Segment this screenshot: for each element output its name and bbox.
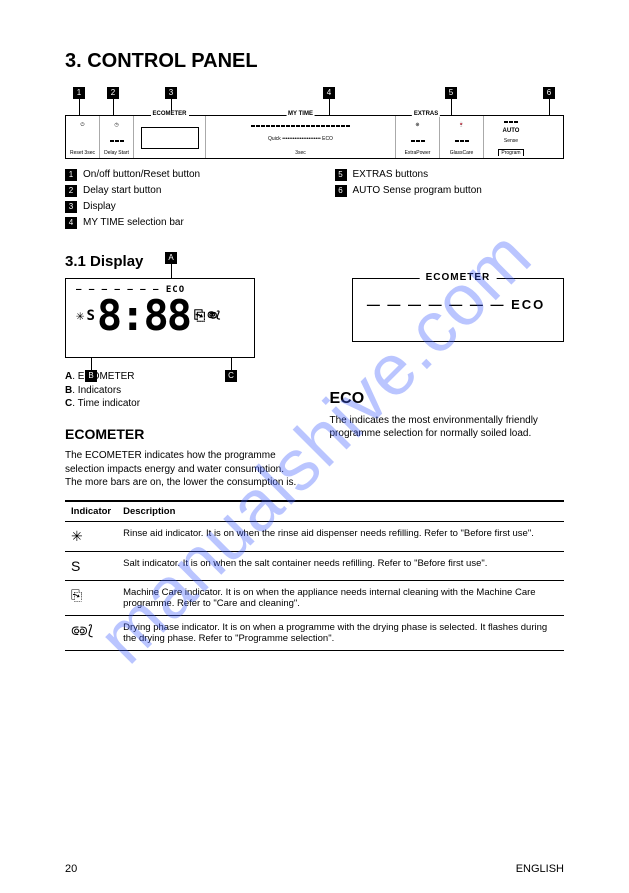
ecometer-figure: ECOMETER — — — — — — — ECO xyxy=(352,278,564,342)
btn-3sec-label: 3sec xyxy=(295,150,306,156)
legend-num: 2 xyxy=(65,185,77,197)
display-callout-C: C xyxy=(225,370,237,382)
table-row: ⎘ Machine Care indicator. It is on when … xyxy=(65,580,564,615)
indicator-machinecare-icon: ⎘ xyxy=(65,580,117,615)
indicator-salt-desc: Salt indicator. It is on when the salt c… xyxy=(117,551,564,580)
mytime-strip: Quick •••••••••••••••••••••• ECO xyxy=(268,136,333,142)
legend-text: EXTRAS buttons xyxy=(353,169,429,180)
legend-text: AUTO Sense program button xyxy=(353,185,482,196)
display-legend: A. ECOMETER B. Indicators C. Time indica… xyxy=(65,370,300,490)
salt-icon: S xyxy=(86,309,92,323)
legend-text: Display xyxy=(83,201,116,212)
th-description: Description xyxy=(117,501,564,522)
machinecare-icon: ⎘ xyxy=(194,309,203,323)
indicator-salt-icon: S xyxy=(65,551,117,580)
legend-num: 4 xyxy=(65,217,77,229)
indicators-table: Indicator Description ✳ Rinse aid indica… xyxy=(65,500,564,651)
display-figure: A – – – – – – – ECO ✳ S 8:88 ⎘ ⟃⟄⟅ B C xyxy=(65,278,272,358)
display-callout-A: A xyxy=(165,252,177,264)
glasscare-icon: 🍷 xyxy=(458,119,464,131)
table-row: S Salt indicator. It is on when the salt… xyxy=(65,551,564,580)
page-number: 20 xyxy=(65,863,77,875)
legend-text: Delay start button xyxy=(83,185,161,196)
subsection-title: 3.1 Display xyxy=(65,253,564,270)
callout-5: 5 xyxy=(445,87,457,99)
callout-1: 1 xyxy=(73,87,85,99)
callout-6: 6 xyxy=(543,87,555,99)
btn-extrapower-label: ExtraPower xyxy=(405,150,431,156)
display-callout-B: B xyxy=(85,370,97,382)
section-title: 3. CONTROL PANEL xyxy=(65,50,564,73)
group-mytime: MY TIME xyxy=(286,111,315,117)
extrapower-icon: ⊕ xyxy=(415,119,419,131)
panel-legend: 1 On/off button/Reset button 2 Delay start… xyxy=(65,169,564,233)
btn-auto-label: AUTO xyxy=(503,128,520,134)
indicator-drying-desc: Drying phase indicator. It is on when a … xyxy=(117,615,564,650)
btn-program-label: Program xyxy=(498,149,523,156)
page: 3. CONTROL PANEL 1 2 3 4 5 6 ⏻ Reset 3se… xyxy=(0,0,629,681)
group-extras: EXTRAS xyxy=(412,111,440,117)
btn-sense-label: Sense xyxy=(504,138,518,144)
legend-num: 6 xyxy=(335,185,347,197)
ecometer-heading: ECOMETER xyxy=(65,425,300,444)
page-footer: 20 ENGLISH xyxy=(0,863,629,875)
indicator-rinse-desc: Rinse aid indicator. It is on when the r… xyxy=(117,521,564,551)
group-ecometer: ECOMETER xyxy=(150,111,188,117)
ecometer-body: The ECOMETER indicates how the programme… xyxy=(65,449,300,490)
legend-num: 5 xyxy=(335,169,347,181)
callout-4: 4 xyxy=(323,87,335,99)
control-panel: ⏻ Reset 3sec ◷ Delay Start ECOMETER MY T… xyxy=(65,115,564,159)
th-indicator: Indicator xyxy=(65,501,117,522)
legend-text: On/off button/Reset button xyxy=(83,169,200,180)
control-panel-figure: 1 2 3 4 5 6 ⏻ Reset 3sec ◷ Delay Start xyxy=(65,87,564,159)
legend-num: 3 xyxy=(65,201,77,213)
ecometer-label: ECOMETER xyxy=(420,272,497,283)
display-time: 8:88 xyxy=(97,295,190,337)
callout-3: 3 xyxy=(165,87,177,99)
btn-reset-label: Reset 3sec xyxy=(70,150,95,156)
drying-icon: ⟃⟄⟅ xyxy=(207,311,219,321)
table-row: ✳ Rinse aid indicator. It is on when the… xyxy=(65,521,564,551)
indicator-rinse-icon: ✳ xyxy=(65,521,117,551)
ecometer-dashes: — — — — — — — ECO xyxy=(367,297,549,312)
legend-text: MY TIME selection bar xyxy=(83,217,184,228)
display-screen-icon xyxy=(141,127,199,149)
power-icon: ⏻ xyxy=(81,119,85,131)
legend-num: 1 xyxy=(65,169,77,181)
callout-2: 2 xyxy=(107,87,119,99)
indicator-drying-icon: ⟃⟄⟅ xyxy=(65,615,117,650)
delay-icon: ◷ xyxy=(114,119,118,131)
btn-delay-label: Delay Start xyxy=(104,150,129,156)
eco-inline-icon: ECO xyxy=(330,390,365,407)
btn-glasscare-label: GlassCare xyxy=(450,150,474,156)
rinse-icon: ✳ xyxy=(76,309,82,323)
indicator-machinecare-desc: Machine Care indicator. It is on when th… xyxy=(117,580,564,615)
table-row: ⟃⟄⟅ Drying phase indicator. It is on whe… xyxy=(65,615,564,650)
eco-note: The indicates the most environmentally f… xyxy=(330,414,565,441)
page-language: ENGLISH xyxy=(516,863,564,875)
